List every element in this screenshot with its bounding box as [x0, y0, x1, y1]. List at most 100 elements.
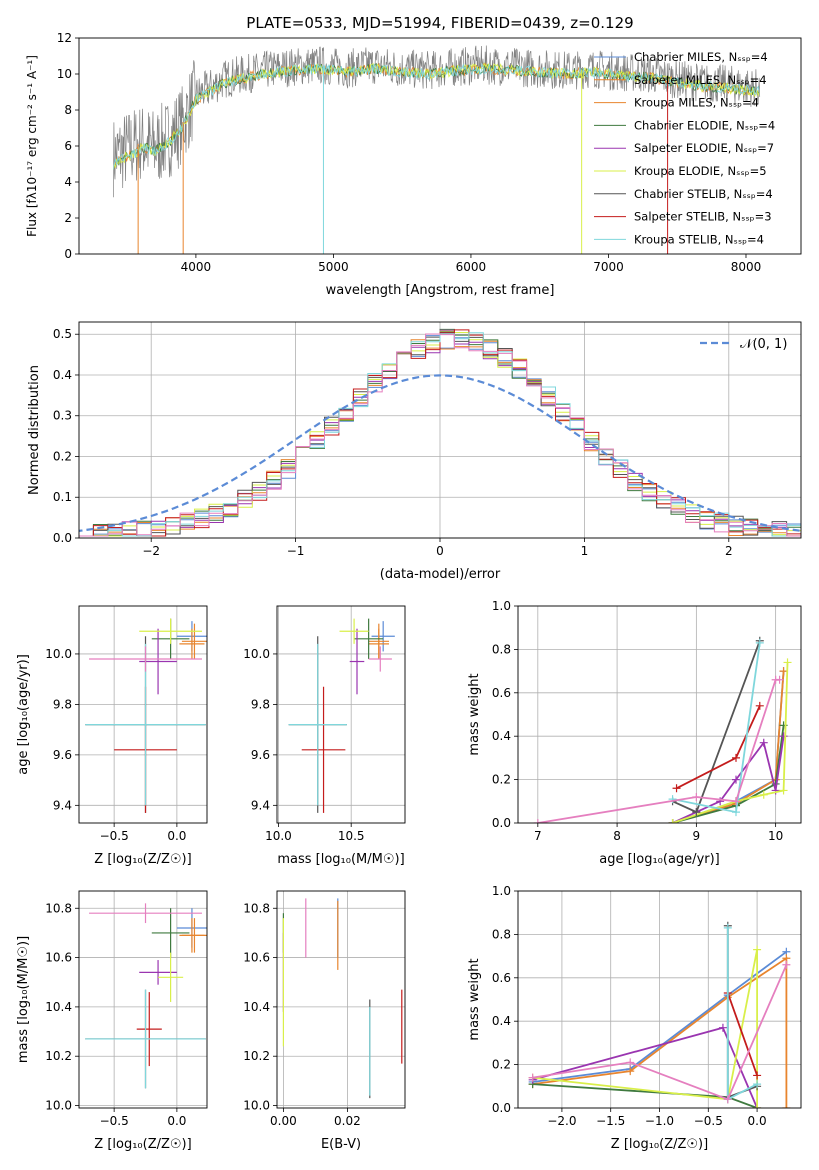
mass-weight-marker — [753, 1104, 762, 1108]
y-tick-label: 10.0 — [45, 1099, 72, 1113]
y-tick-label: 0.6 — [492, 686, 511, 700]
x-tick-label: −1.0 — [645, 1114, 674, 1128]
mass-weight-marker — [716, 797, 725, 806]
y-tick-label: 0.6 — [492, 971, 511, 985]
legend-label: Salpeter MILES, Nₛₛₚ=4 — [634, 73, 767, 87]
x-tick-label: 5000 — [318, 260, 349, 274]
mass-weight-marker — [753, 1071, 762, 1080]
legend-label: Chabrier STELIB, Nₛₛₚ=4 — [634, 187, 773, 201]
axes-frame — [517, 890, 802, 1109]
y-tick-label: 0.2 — [492, 773, 511, 787]
axes-frame — [276, 605, 406, 824]
x-axis-label: age [log₁₀(age/yr)] — [599, 852, 720, 867]
x-axis-label: Z [log₁₀(Z/Z☉)] — [611, 1137, 708, 1152]
chart-spectrum: 4000 5000 6000 7000 8000 0 2 4 6 8 10 12 wavelength … — [25, 31, 802, 298]
y-tick-label: 10.4 — [243, 1000, 270, 1014]
y-tick-label: 10.0 — [45, 647, 72, 661]
mass-weight-line — [672, 725, 785, 823]
mass-weight-marker — [731, 797, 740, 806]
mass-weight-line — [676, 705, 761, 790]
residual-histogram — [79, 333, 801, 537]
x-tick-label: 9 — [693, 829, 701, 843]
y-tick-label: 0.8 — [492, 927, 511, 941]
y-tick-label: 10.8 — [45, 901, 72, 915]
y-tick-label: 0.0 — [53, 531, 72, 545]
y-tick-label: 10 — [57, 67, 72, 81]
x-tick-label: 10 — [768, 829, 783, 843]
legend-label: Chabrier MILES, Nₛₛₚ=4 — [634, 50, 768, 64]
mass-weight-marker — [718, 1023, 727, 1032]
mass-weight-line — [726, 992, 758, 1076]
mass-weight-marker — [753, 1080, 762, 1089]
mass-weight-marker — [723, 1095, 732, 1104]
x-tick-label: −1 — [287, 544, 305, 558]
chart-age-vs-mass: 10.0 10.5 9.4 9.6 9.8 10.0 mass [log₁₀(M/M☉)] — [243, 605, 406, 867]
x-tick-label: −2.0 — [547, 1114, 576, 1128]
mass-weight-line — [532, 1083, 758, 1108]
mass-weight-marker — [775, 675, 784, 684]
y-tick-label: 0.0 — [492, 816, 511, 830]
chart-age-vs-Z: −0.5 0.0 9.4 9.6 9.8 10.0 Z [log₁₀(Z/Z☉)] age [… — [16, 605, 208, 867]
x-axis-label: E(B-V) — [321, 1137, 361, 1152]
y-tick-label: 4 — [64, 175, 72, 189]
x-axis-label: Z [log₁₀(Z/Z☉)] — [94, 1137, 191, 1152]
x-tick-label: 0.0 — [167, 829, 186, 843]
mass-weight-marker — [731, 808, 740, 817]
residual-histogram — [79, 329, 801, 537]
y-tick-label: 2 — [64, 211, 72, 225]
axes-frame — [78, 605, 208, 824]
y-tick-label: 9.8 — [251, 697, 270, 711]
legend-label: Kroupa STELIB, Nₛₛₚ=4 — [634, 232, 764, 246]
x-tick-label: −0.5 — [694, 1114, 723, 1128]
chart-mass-vs-ebv: 0.00 0.02 10.0 10.2 10.4 10.6 10.8 E(B-V) — [243, 890, 406, 1152]
y-axis-label: Flux [fλ10⁻¹⁷ erg cm⁻² s⁻¹ A⁻¹] — [25, 55, 39, 237]
plot-area — [85, 903, 207, 1089]
x-tick-label: −0.5 — [100, 1114, 129, 1128]
x-tick-label: 8 — [613, 829, 621, 843]
legend-label: Salpeter STELIB, Nₛₛₚ=3 — [634, 210, 772, 224]
x-axis-label: wavelength [Angstrom, rest frame] — [326, 283, 555, 298]
y-tick-label: 8 — [64, 103, 72, 117]
mass-weight-marker — [731, 753, 740, 762]
y-tick-label: 10.0 — [243, 1099, 270, 1113]
x-axis-label: Z [log₁₀(Z/Z☉)] — [94, 852, 191, 867]
y-tick-label: 12 — [57, 31, 72, 45]
model-spectrum — [113, 61, 760, 170]
mass-weight-line — [532, 949, 758, 1108]
plot-area — [288, 618, 395, 813]
mass-weight-marker — [672, 784, 681, 793]
mass-weight-marker — [692, 808, 701, 817]
y-tick-label: 10.8 — [243, 901, 270, 915]
y-tick-label: 0.4 — [492, 1014, 511, 1028]
mass-weight-marker — [692, 792, 701, 801]
mass-weight-marker — [731, 775, 740, 784]
plot-area — [533, 636, 792, 823]
mass-weight-marker — [626, 1067, 635, 1076]
x-tick-label: 0.0 — [748, 1114, 767, 1128]
x-tick-label: 0.0 — [167, 1114, 186, 1128]
model-spectrum — [113, 62, 760, 170]
x-tick-label: 10.0 — [265, 829, 292, 843]
x-tick-label: 7000 — [593, 260, 624, 274]
y-tick-label: 1.0 — [492, 599, 511, 613]
mass-weight-marker — [759, 790, 768, 799]
legend-label: 𝒩(0, 1) — [740, 337, 787, 352]
y-tick-label: 10.6 — [243, 951, 270, 965]
mass-weight-marker — [528, 1073, 537, 1082]
y-tick-label: 0.1 — [53, 490, 72, 504]
mass-weight-marker — [782, 1104, 791, 1108]
mass-weight-line — [672, 642, 761, 814]
x-tick-label: 8000 — [731, 260, 762, 274]
y-tick-label: 0.0 — [492, 1101, 511, 1115]
x-axis-label: mass [log₁₀(M/M☉)] — [277, 852, 404, 867]
y-tick-label: 0.3 — [53, 409, 72, 423]
mass-weight-marker — [782, 960, 791, 969]
y-tick-label: 9.4 — [53, 798, 72, 812]
y-tick-label: 0.4 — [53, 368, 72, 382]
x-tick-label: 4000 — [181, 260, 212, 274]
x-tick-label: 10.5 — [338, 829, 365, 843]
plot-area — [282, 898, 403, 1099]
y-tick-label: 0.5 — [53, 327, 72, 341]
y-tick-label: 1.0 — [492, 884, 511, 898]
x-tick-label: −2 — [142, 544, 160, 558]
